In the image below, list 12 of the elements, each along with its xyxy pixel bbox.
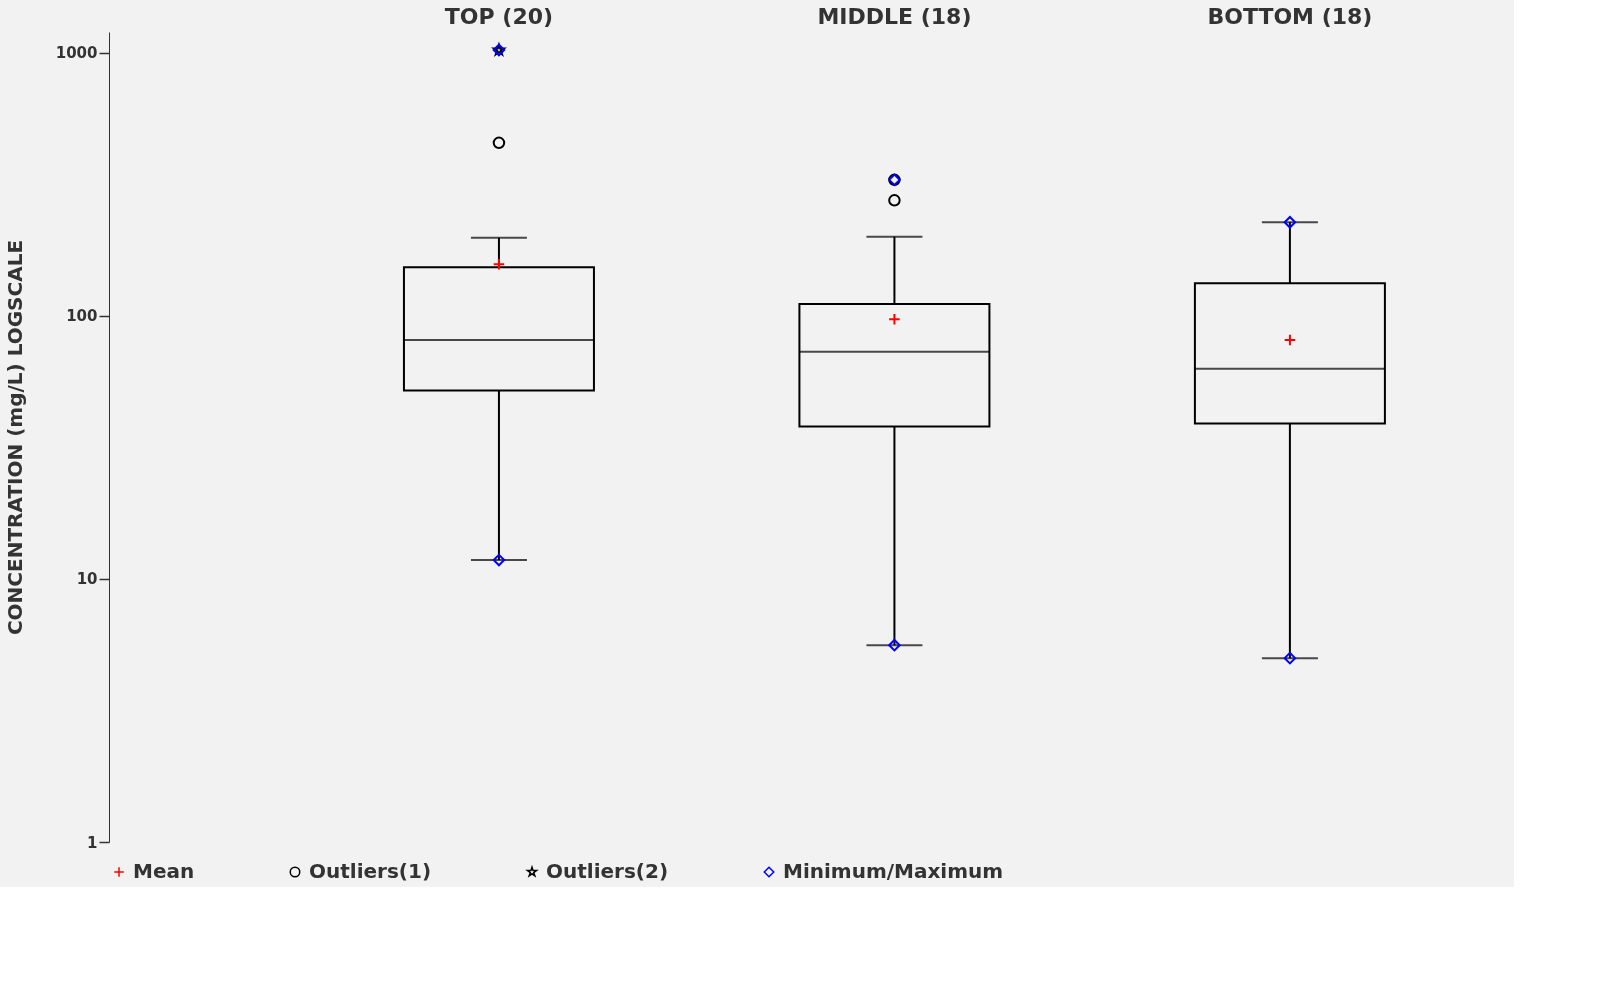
y-tick-label: 1 xyxy=(87,833,98,852)
y-tick-label: 100 xyxy=(66,307,98,326)
legend-label: Outliers(2) xyxy=(546,859,669,883)
legend-label: Outliers(1) xyxy=(309,859,432,883)
legend-label: Mean xyxy=(133,859,195,883)
y-tick-label: 1000 xyxy=(55,44,98,63)
y-tick-label: 10 xyxy=(76,570,98,589)
legend-label: Minimum/Maximum xyxy=(783,859,1004,883)
x-tick-label: TOP (20) xyxy=(444,3,554,29)
x-tick-label: MIDDLE (18) xyxy=(817,3,972,29)
x-tick-label: BOTTOM (18) xyxy=(1207,3,1373,29)
y-axis-title: CONCENTRATION (mg/L) LOGSCALE xyxy=(2,239,27,636)
